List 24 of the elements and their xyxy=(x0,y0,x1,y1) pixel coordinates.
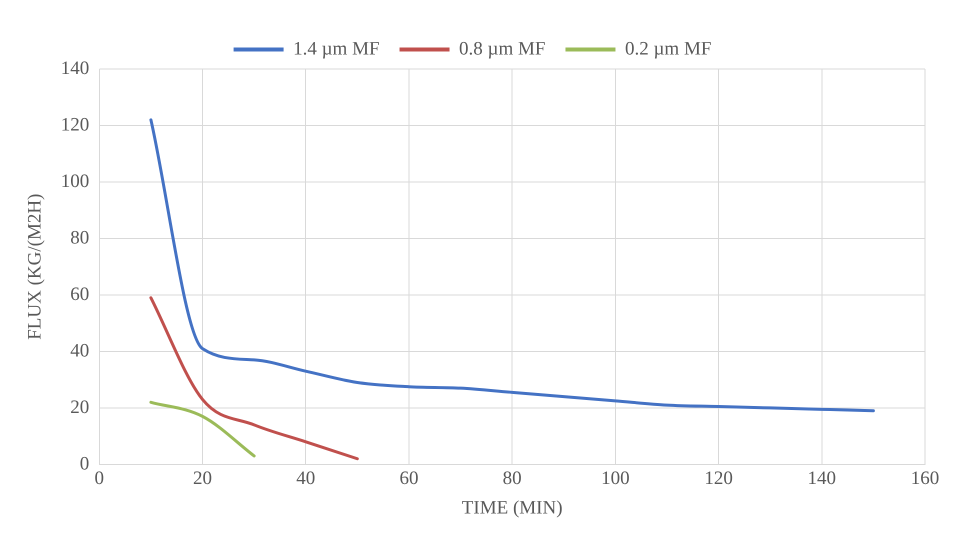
y-tick-label: 60 xyxy=(70,284,90,305)
y-tick-label: 0 xyxy=(80,453,90,474)
x-tick-label: 120 xyxy=(704,468,733,489)
line-series xyxy=(149,296,359,460)
x-tick-label: 60 xyxy=(399,468,418,489)
x-tick-label: 20 xyxy=(193,468,212,489)
y-tick-label: 140 xyxy=(60,58,90,79)
y-tick-label: 40 xyxy=(70,340,90,362)
line-series xyxy=(149,118,875,412)
x-tick-label: 80 xyxy=(502,468,522,489)
y-tick-label: 100 xyxy=(60,170,90,192)
x-tick-label: 100 xyxy=(601,468,630,489)
y-tick-label: 20 xyxy=(70,396,90,418)
x-tick-label: 0 xyxy=(94,468,104,489)
y-tick-label: 80 xyxy=(70,227,90,248)
legend-label: 0.2 µm MF xyxy=(624,38,712,60)
legend-label: 0.8 µm MF xyxy=(459,38,546,60)
legend-label: 1.4 µm MF xyxy=(293,38,380,60)
y-tick-label: 120 xyxy=(60,114,90,136)
x-tick-label: 140 xyxy=(808,468,836,489)
y-axis-title: FLUX (KG/(M2H) xyxy=(24,194,46,340)
x-tick-label: 160 xyxy=(910,468,940,489)
x-axis-title: TIME (MIN) xyxy=(462,498,563,519)
x-tick-label: 40 xyxy=(296,468,316,489)
